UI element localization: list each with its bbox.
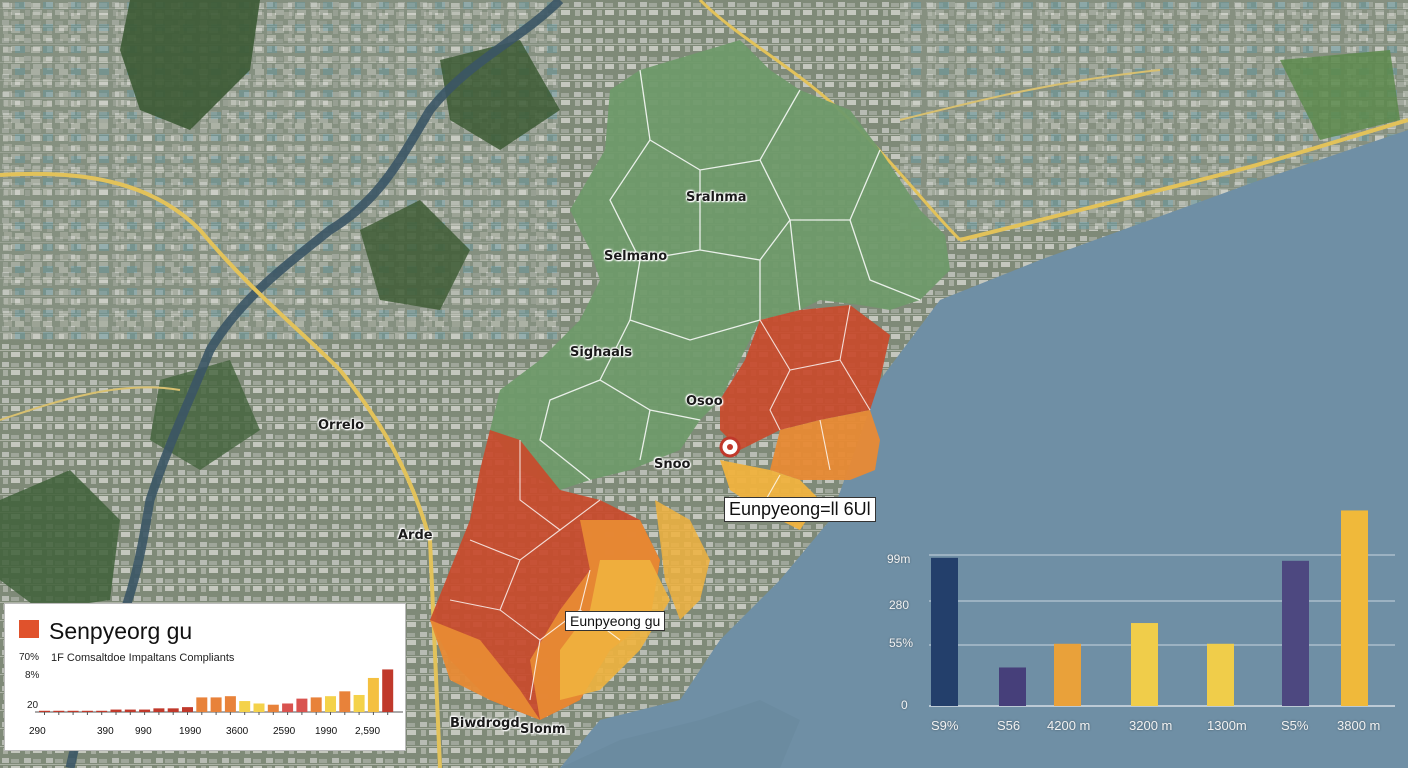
map-label-slonm: Slonm [520,722,566,737]
left-chart-title: Senpyeorg gu [49,618,193,644]
left-chart-panel: Senpyeorg gu 70% 1F Comsaltdoe Impaltans… [4,603,406,751]
left-bar-10 [167,708,179,712]
left-bar-17 [267,704,279,712]
map-label-biwdrogd: Biwdrogd [450,716,520,731]
left-bar-16 [253,703,265,712]
left-bar-6 [110,709,122,712]
left-bar-13 [210,697,222,712]
map-label-snoo: Snoo [654,457,691,472]
left-x-label-4: 1990 [179,726,202,737]
right-bar-6 [1282,560,1309,706]
map-label-sighaals: Sighaals [570,345,633,360]
right-y-label-1: 99m [887,552,911,566]
right-chart-panel: 99m 280 55% 0 S9% S56 4200 m 3200 m 1300… [875,500,1400,750]
left-bar-9 [153,708,165,712]
right-x-label-7: 3800 m [1337,718,1381,733]
left-bar-5 [96,710,108,712]
map-label-selmano: Selmano [604,249,668,264]
right-x-label-1: S9% [931,718,959,733]
left-x-label-3: 990 [135,726,152,737]
left-bar-15 [239,701,251,712]
left-bar-11 [182,707,193,712]
left-bar-22 [339,691,351,712]
left-bar-24 [367,677,379,712]
left-x-label-5: 3600 [226,726,249,737]
left-x-label-8: 2,590 [355,726,381,737]
left-bar-4 [81,710,93,712]
right-bar-1 [931,557,958,706]
left-bar-2 [53,710,65,712]
right-x-label-3: 4200 m [1047,718,1091,733]
left-bar-14 [224,696,236,712]
district-tag-main[interactable]: Eunpyeong=ll 6Ul [724,497,876,522]
map-label-arde: Arde [398,528,433,543]
right-x-label-6: S5% [1281,718,1309,733]
left-bar-12 [196,697,208,712]
left-bar-1 [39,710,50,712]
left-x-label-1: 290 [29,726,46,737]
legend-swatch [19,620,39,638]
left-bar-21 [325,696,336,712]
right-y-label-3: 55% [889,636,914,650]
right-x-label-4: 3200 m [1129,718,1173,733]
left-bar-23 [353,694,365,712]
right-x-label-5: 1300m [1207,718,1247,733]
district-tag-secondary[interactable]: Eunpyeong gu [565,611,666,631]
left-bar-7 [124,709,136,712]
map-label-sralnma: Sralnma [686,190,747,205]
left-x-label-6: 2590 [273,726,296,737]
left-y-label-top: 70% [19,652,40,663]
right-bar-7 [1341,510,1368,706]
left-bar-8 [139,709,151,712]
left-bar-chart [35,669,403,715]
map-label-osoo: Osoo [686,394,723,409]
left-bar-20 [310,697,322,712]
left-chart-subtitle: 1F Comsaltdoe Impaltans Compliants [51,652,235,664]
left-bar-19 [296,698,308,712]
right-bar-chart [929,510,1395,707]
left-x-label-7: 1990 [315,726,338,737]
left-bar-18 [282,703,294,712]
left-y-label-bottom: 20 [27,700,39,711]
right-y-label-2: 280 [889,598,910,612]
left-y-label-mid: 8% [25,670,40,681]
right-bar-2 [999,667,1026,706]
right-bar-5 [1207,643,1234,706]
right-y-label-4: 0 [901,698,908,712]
left-x-label-2: 390 [97,726,114,737]
right-bar-4 [1131,623,1158,706]
left-bar-3 [67,710,79,712]
right-x-label-2: S56 [997,718,1021,733]
right-bar-3 [1054,643,1081,706]
map-label-orrelo: Orrelo [318,418,365,433]
left-bar-25 [382,669,394,712]
